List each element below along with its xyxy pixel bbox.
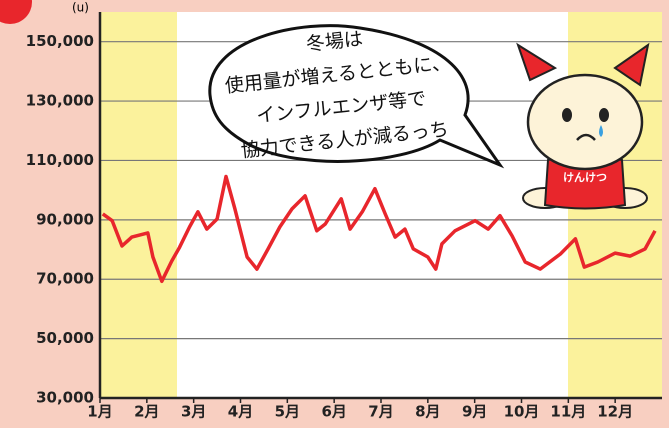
x-tick-label: 4月 (228, 403, 253, 421)
x-tick-label: 3月 (181, 403, 206, 421)
mascot: けんけつ (516, 42, 650, 210)
bubble-shape (208, 24, 505, 169)
x-tick-label: 11月 (550, 403, 586, 421)
x-tick-label: 8月 (415, 403, 440, 421)
x-tick-label: 9月 (462, 403, 487, 421)
x-tick-label: 5月 (275, 403, 300, 421)
y-tick-label: 50,000 (36, 329, 94, 347)
y-tick-label: 90,000 (36, 210, 94, 228)
x-tick-label: 10月 (504, 403, 540, 421)
y-tick-label: 30,000 (36, 389, 94, 407)
y-tick-label: 110,000 (26, 151, 94, 169)
y-tick-label: 130,000 (26, 92, 94, 110)
y-unit: (u) (72, 1, 89, 15)
x-tick-label: 1月 (87, 403, 112, 421)
x-tick-label: 12月 (597, 403, 633, 421)
y-tick-label: 70,000 (36, 270, 94, 288)
y-tick-label: 150,000 (26, 32, 94, 50)
mascot-label: けんけつ (563, 171, 607, 184)
speech-bubble: 冬場は 使用量が増えるとともに、 インフルエンザ等で 協力できる人が減るっち (208, 24, 505, 169)
logo (0, 0, 32, 24)
x-tick-label: 6月 (321, 403, 346, 421)
x-tick-label: 7月 (368, 403, 393, 421)
x-tick-label: 2月 (134, 403, 159, 421)
data-line (101, 174, 657, 284)
winter-band (100, 12, 177, 398)
